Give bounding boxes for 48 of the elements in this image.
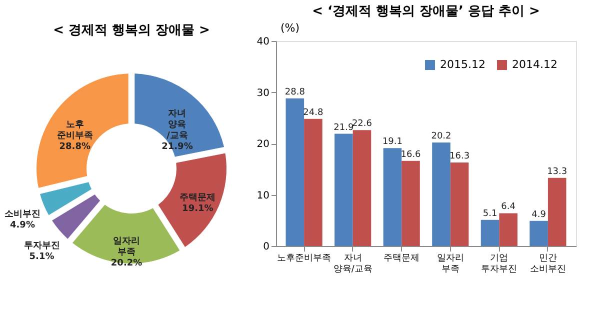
bar	[286, 98, 304, 246]
data-label: 5.1	[482, 208, 498, 219]
x-tick-label: 일자리 부족	[436, 254, 464, 274]
data-label: 16.6	[400, 150, 422, 160]
slice-label: 소비부진	[4, 210, 40, 220]
x-tick-label: 노후준비부족	[277, 254, 332, 264]
data-label: 19.1	[382, 137, 402, 148]
bar	[480, 220, 500, 246]
bar	[499, 213, 518, 246]
y-axis-title: (%)	[280, 22, 300, 34]
bar	[402, 160, 420, 246]
data-label: 21.9	[334, 122, 354, 133]
x-tick-label: 자녀 양육/교육	[333, 254, 372, 274]
data-label: 28.8	[284, 87, 306, 98]
y-tick-label: 30	[256, 88, 270, 99]
bar	[450, 162, 469, 246]
chart-title: < 경제적 행복의 장애물 >	[53, 23, 210, 38]
data-label: 4.9	[532, 210, 546, 220]
y-tick-label: 0	[263, 242, 270, 252]
legend-label: 2015.12	[440, 58, 486, 71]
legend-label: 2014.12	[512, 58, 558, 71]
bar	[383, 148, 402, 246]
data-label: 4.9%	[10, 220, 35, 231]
x-tick-label: 기업 투자부진	[481, 254, 518, 274]
data-label: 28.8%	[59, 142, 91, 152]
data-label: 20.2	[431, 131, 452, 142]
data-label: 13.3	[547, 166, 568, 177]
bar	[304, 118, 322, 246]
slice-label: 자녀 양육 /교육	[166, 108, 188, 141]
x-tick-label: 민간 소비부진	[530, 254, 566, 274]
data-label: 16.3	[450, 151, 470, 162]
y-tick-label: 40	[256, 36, 270, 48]
slice-label: 투자부진	[24, 241, 60, 252]
data-label: 5.1%	[29, 252, 54, 262]
data-label: 19.1%	[182, 204, 214, 214]
bar	[548, 178, 566, 246]
chart-title: < ‘경제적 행복의 장애물’ 응답 추이 >	[312, 4, 540, 19]
bar	[530, 220, 548, 246]
data-label: 6.4	[501, 202, 516, 212]
bar	[334, 134, 353, 246]
y-tick-label: 10	[256, 190, 270, 202]
data-label: 22.6	[352, 119, 372, 130]
bar	[352, 130, 372, 246]
y-tick-label: 20	[256, 139, 270, 150]
bar	[432, 142, 450, 246]
slice-label: 노후 준비부족	[56, 120, 93, 142]
x-tick-label: 주택문제	[384, 254, 420, 264]
slice-label: 주택문제	[180, 192, 216, 203]
